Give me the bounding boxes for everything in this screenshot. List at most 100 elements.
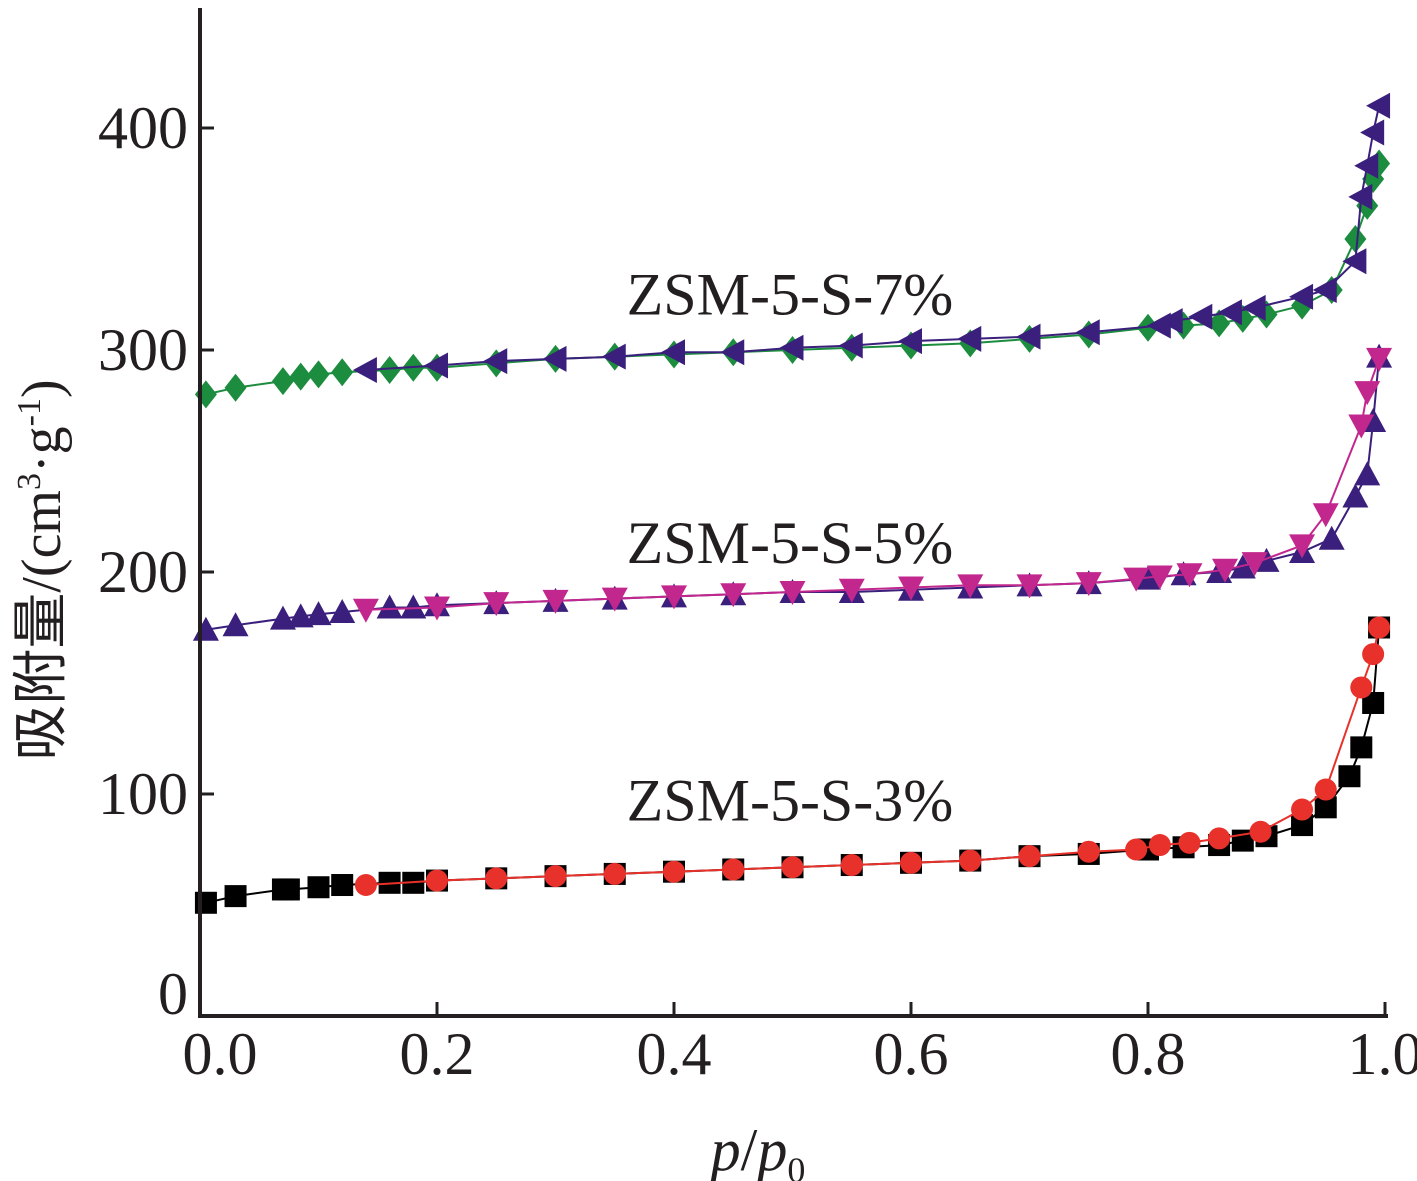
data-point bbox=[271, 367, 294, 396]
data-point bbox=[269, 605, 296, 630]
data-point bbox=[1178, 831, 1201, 854]
data-point bbox=[779, 580, 806, 605]
data-point bbox=[542, 345, 567, 372]
data-point bbox=[376, 594, 403, 619]
data-point bbox=[329, 598, 356, 623]
data-point bbox=[1208, 827, 1231, 850]
data-point bbox=[898, 576, 924, 601]
data-point bbox=[485, 867, 508, 890]
data-point bbox=[307, 360, 330, 389]
data-point bbox=[1362, 643, 1385, 666]
y-tick-label: 400 bbox=[98, 95, 188, 161]
data-point bbox=[1249, 820, 1272, 843]
series-zsm-5-s-7--desorption bbox=[352, 92, 1391, 383]
series-labels: ZSM-5-S-7% ZSM-5-S-5% ZSM-5-S-3% bbox=[627, 262, 954, 834]
data-point bbox=[1016, 574, 1043, 599]
data-point bbox=[305, 601, 332, 626]
data-point bbox=[1188, 303, 1213, 330]
data-point bbox=[1368, 616, 1391, 639]
data-point bbox=[1312, 503, 1339, 528]
data-point bbox=[1342, 483, 1369, 508]
data-point bbox=[426, 869, 448, 892]
data-point bbox=[1217, 299, 1242, 326]
data-point bbox=[957, 574, 984, 599]
data-point bbox=[1289, 534, 1316, 559]
series-label: ZSM-5-S-7% bbox=[627, 262, 954, 328]
data-point bbox=[331, 874, 354, 897]
y-ticks: 0 100 200 300 400 bbox=[98, 95, 214, 1027]
data-point bbox=[289, 362, 312, 391]
y-axis-title-mid: ·g bbox=[11, 426, 73, 473]
data-point bbox=[957, 325, 982, 352]
data-point bbox=[781, 856, 804, 879]
data-point bbox=[1148, 834, 1171, 857]
data-point bbox=[1348, 183, 1373, 210]
y-tick-label: 200 bbox=[98, 539, 188, 605]
data-point bbox=[1291, 798, 1314, 821]
data-point bbox=[331, 358, 354, 387]
data-point bbox=[1314, 796, 1337, 819]
data-point bbox=[1289, 283, 1314, 310]
data-point bbox=[838, 578, 865, 603]
y-axis-title-sup-neg1: -1 bbox=[11, 398, 48, 426]
x-axis-title-slash: / bbox=[741, 1117, 758, 1181]
data-point bbox=[424, 596, 450, 621]
data-point bbox=[1176, 563, 1203, 588]
data-point bbox=[1137, 313, 1159, 342]
data-point bbox=[601, 587, 628, 612]
series-label: ZSM-5-S-3% bbox=[627, 768, 954, 834]
y-tick-label: 300 bbox=[98, 317, 188, 383]
data-point bbox=[840, 854, 863, 877]
data-point bbox=[1362, 691, 1385, 714]
y-axis-title: 吸附量/(cm3·g-1) bbox=[11, 379, 73, 760]
data-point bbox=[1123, 567, 1150, 592]
data-point bbox=[838, 332, 863, 359]
data-point bbox=[898, 328, 922, 355]
data-point bbox=[1366, 92, 1391, 119]
data-point bbox=[1146, 565, 1173, 590]
series-line bbox=[365, 105, 1381, 371]
data-point bbox=[1146, 312, 1171, 339]
data-point bbox=[1075, 572, 1102, 597]
y-axis-title-main: 吸附量/(cm bbox=[11, 490, 73, 761]
data-point bbox=[1018, 845, 1041, 868]
data-point bbox=[1125, 838, 1148, 861]
data-point bbox=[1077, 840, 1100, 863]
y-axis-title-end: ) bbox=[11, 379, 73, 398]
data-point bbox=[779, 334, 804, 361]
x-axis-title-subscript: 0 bbox=[787, 1150, 805, 1181]
data-point bbox=[1354, 152, 1379, 179]
data-point bbox=[1342, 248, 1367, 275]
data-point bbox=[1360, 119, 1385, 146]
data-point bbox=[959, 849, 982, 872]
data-point bbox=[352, 598, 379, 623]
y-tick-label: 0 bbox=[158, 961, 188, 1027]
series-zsm-5-s-5--desorption bbox=[352, 347, 1393, 623]
data-point bbox=[1338, 765, 1361, 788]
data-point bbox=[663, 860, 685, 883]
data-point bbox=[1075, 319, 1100, 346]
x-tick-label: 0.6 bbox=[874, 1021, 949, 1087]
data-point bbox=[222, 612, 249, 637]
data-point bbox=[424, 352, 448, 379]
x-tick-label: 0.2 bbox=[400, 1021, 475, 1087]
data-point bbox=[1314, 778, 1337, 801]
data-point bbox=[1348, 414, 1375, 439]
data-point bbox=[1318, 525, 1345, 550]
data-point bbox=[1350, 676, 1373, 699]
data-point bbox=[1354, 381, 1381, 406]
y-tick-label: 100 bbox=[98, 761, 188, 827]
data-point bbox=[1016, 323, 1041, 350]
data-point bbox=[601, 343, 626, 370]
x-tick-label: 0.0 bbox=[183, 1021, 258, 1087]
data-point bbox=[720, 339, 745, 366]
x-tick-label: 1.0 bbox=[1348, 1021, 1417, 1087]
y-axis-title-sup3: 3 bbox=[11, 473, 48, 490]
data-point bbox=[378, 355, 401, 384]
data-point bbox=[224, 885, 247, 908]
data-point bbox=[224, 373, 247, 402]
data-point bbox=[603, 862, 626, 885]
data-point bbox=[1366, 347, 1393, 372]
data-point bbox=[287, 603, 314, 628]
